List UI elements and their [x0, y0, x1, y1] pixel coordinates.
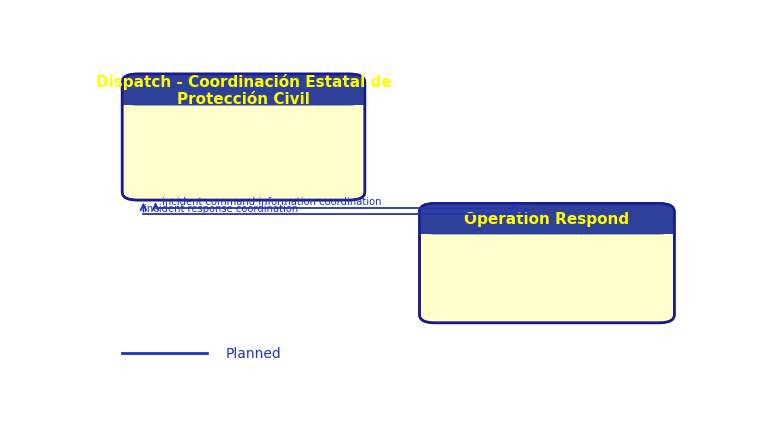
- Text: Dispatch - Coordinación Estatal de
Protección Civil: Dispatch - Coordinación Estatal de Prote…: [96, 74, 392, 107]
- Text: incident response coordination: incident response coordination: [144, 203, 298, 213]
- FancyBboxPatch shape: [420, 204, 674, 323]
- Text: Planned: Planned: [226, 346, 281, 360]
- Text: incident command information coordination: incident command information coordinatio…: [161, 196, 381, 206]
- Text: Operation Respond: Operation Respond: [464, 212, 630, 227]
- FancyBboxPatch shape: [122, 75, 365, 106]
- Bar: [420, 227, 674, 235]
- Bar: [122, 98, 365, 106]
- FancyBboxPatch shape: [122, 75, 365, 200]
- FancyBboxPatch shape: [420, 204, 674, 235]
